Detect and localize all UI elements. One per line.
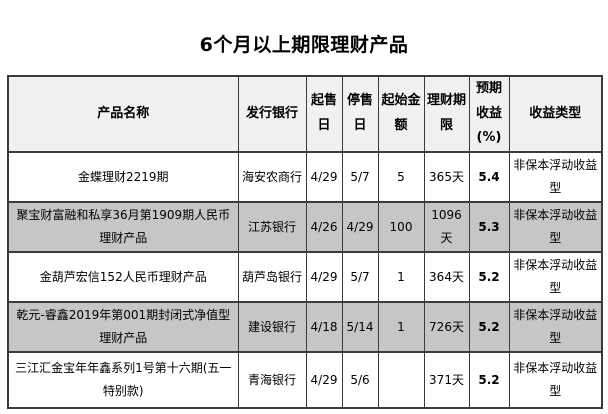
table-row: 聚宝财富融和私享36月第1909期人民币理财产品 江苏银行 4/26 4/29 … xyxy=(7,201,603,254)
table-row: 金蝶理财2219期 海安农商行 4/29 5/7 5 365天 5.4 非保本浮… xyxy=(7,151,603,204)
cell-expected-yield: 5.2 xyxy=(468,301,510,354)
cell-yield-type: 非保本浮动收益型 xyxy=(508,151,603,204)
products-table: 产品名称 发行银行 起售日 停售日 起始金额 理财期限 预期收益(%) 收益类型… xyxy=(7,74,603,410)
cell-end-date: 5/6 xyxy=(341,351,379,410)
cell-start-date: 4/26 xyxy=(305,201,343,254)
cell-yield-type: 非保本浮动收益型 xyxy=(508,201,603,254)
cell-yield-type: 非保本浮动收益型 xyxy=(508,251,603,304)
table-row: 乾元-睿鑫2019年第001期封闭式净值型理财产品 建设银行 4/18 5/14… xyxy=(7,301,603,354)
page-title: 6个月以上期限理财产品 xyxy=(199,34,409,56)
col-header-yield-type: 收益类型 xyxy=(508,74,603,154)
cell-term: 371天 xyxy=(423,351,470,410)
col-header-issuing-bank: 发行银行 xyxy=(237,74,307,154)
col-header-product-name: 产品名称 xyxy=(7,74,239,154)
cell-min-amount: 1 xyxy=(377,251,425,304)
cell-product-name: 金蝶理财2219期 xyxy=(7,151,239,204)
cell-min-amount: 100 xyxy=(377,201,425,254)
cell-start-date: 4/29 xyxy=(305,351,343,410)
cell-product-name: 三江汇金宝年年鑫系列1号第十六期(五一特别款) xyxy=(7,351,239,410)
table-body: 金蝶理财2219期 海安农商行 4/29 5/7 5 365天 5.4 非保本浮… xyxy=(7,151,603,410)
cell-end-date: 5/7 xyxy=(341,151,379,204)
table-row: 金葫芦宏信152人民币理财产品 葫芦岛银行 4/29 5/7 1 364天 5.… xyxy=(7,251,603,304)
header-row: 产品名称 发行银行 起售日 停售日 起始金额 理财期限 预期收益(%) 收益类型 xyxy=(7,74,603,154)
cell-bank: 江苏银行 xyxy=(237,201,307,254)
col-header-min-amount: 起始金额 xyxy=(377,74,425,154)
cell-product-name: 金葫芦宏信152人民币理财产品 xyxy=(7,251,239,304)
cell-term: 365天 xyxy=(423,151,470,204)
col-header-start-date: 起售日 xyxy=(305,74,343,154)
cell-bank: 青海银行 xyxy=(237,351,307,410)
cell-yield-type: 非保本浮动收益型 xyxy=(508,301,603,354)
cell-expected-yield: 5.2 xyxy=(468,251,510,304)
col-header-end-date: 停售日 xyxy=(341,74,379,154)
cell-start-date: 4/29 xyxy=(305,251,343,304)
col-header-expected-yield: 预期收益(%) xyxy=(468,74,510,154)
cell-product-name: 乾元-睿鑫2019年第001期封闭式净值型理财产品 xyxy=(7,301,239,354)
cell-expected-yield: 5.3 xyxy=(468,201,510,254)
cell-expected-yield: 5.4 xyxy=(468,151,510,204)
cell-term: 1096天 xyxy=(423,201,470,254)
cell-term: 726天 xyxy=(423,301,470,354)
cell-bank: 海安农商行 xyxy=(237,151,307,204)
cell-min-amount: 1 xyxy=(377,301,425,354)
table-row: 三江汇金宝年年鑫系列1号第十六期(五一特别款) 青海银行 4/29 5/6 37… xyxy=(7,351,603,410)
cell-bank: 葫芦岛银行 xyxy=(237,251,307,304)
cell-term: 364天 xyxy=(423,251,470,304)
cell-end-date: 4/29 xyxy=(341,201,379,254)
cell-end-date: 5/14 xyxy=(341,301,379,354)
cell-end-date: 5/7 xyxy=(341,251,379,304)
cell-product-name: 聚宝财富融和私享36月第1909期人民币理财产品 xyxy=(7,201,239,254)
cell-start-date: 4/29 xyxy=(305,151,343,204)
cell-min-amount xyxy=(377,351,425,410)
cell-start-date: 4/18 xyxy=(305,301,343,354)
cell-yield-type: 非保本浮动收益型 xyxy=(508,351,603,410)
cell-bank: 建设银行 xyxy=(237,301,307,354)
col-header-term: 理财期限 xyxy=(423,74,470,154)
table-header: 产品名称 发行银行 起售日 停售日 起始金额 理财期限 预期收益(%) 收益类型 xyxy=(7,74,603,154)
cell-expected-yield: 5.2 xyxy=(468,351,510,410)
cell-min-amount: 5 xyxy=(377,151,425,204)
